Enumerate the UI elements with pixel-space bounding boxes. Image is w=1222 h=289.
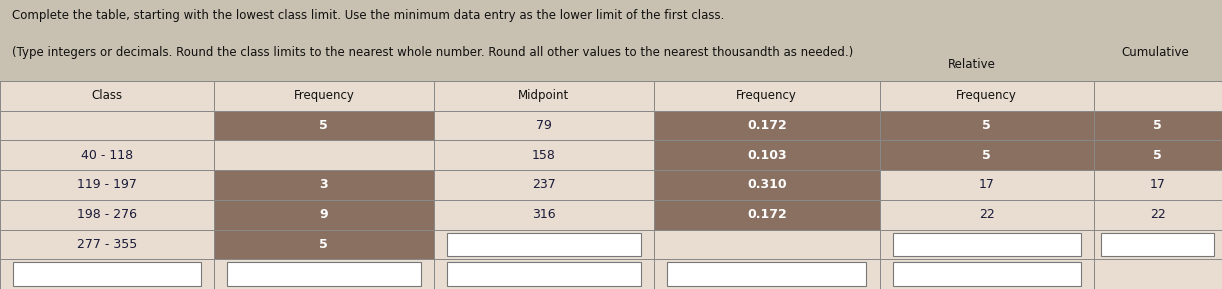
Text: 9: 9 bbox=[319, 208, 329, 221]
Text: 237: 237 bbox=[532, 179, 556, 191]
Text: 277 - 355: 277 - 355 bbox=[77, 238, 137, 251]
Bar bbox=[12, 262, 200, 286]
Bar bbox=[892, 233, 1080, 256]
Text: Frequency: Frequency bbox=[957, 89, 1017, 102]
Text: 5: 5 bbox=[982, 119, 991, 132]
Text: 316: 316 bbox=[532, 208, 556, 221]
Text: Frequency: Frequency bbox=[293, 89, 354, 102]
Text: Cumulative: Cumulative bbox=[1121, 46, 1189, 59]
Text: 17: 17 bbox=[1150, 179, 1166, 191]
Text: (Type integers or decimals. Round the class limits to the nearest whole number. : (Type integers or decimals. Round the cl… bbox=[12, 46, 853, 59]
Text: 5: 5 bbox=[1154, 119, 1162, 132]
Text: 79: 79 bbox=[536, 119, 551, 132]
Text: 0.172: 0.172 bbox=[747, 119, 787, 132]
Text: 5: 5 bbox=[1154, 149, 1162, 162]
Bar bbox=[1101, 233, 1215, 256]
Bar bbox=[667, 262, 866, 286]
Text: 0.172: 0.172 bbox=[747, 208, 787, 221]
Text: 40 - 118: 40 - 118 bbox=[81, 149, 133, 162]
Text: Frequency: Frequency bbox=[737, 89, 797, 102]
Text: 17: 17 bbox=[979, 179, 995, 191]
Text: 5: 5 bbox=[982, 149, 991, 162]
Bar bbox=[447, 233, 640, 256]
Text: 22: 22 bbox=[979, 208, 995, 221]
Text: Midpoint: Midpoint bbox=[518, 89, 569, 102]
Text: 198 - 276: 198 - 276 bbox=[77, 208, 137, 221]
Text: 5: 5 bbox=[319, 119, 329, 132]
Text: 0.103: 0.103 bbox=[747, 149, 787, 162]
Text: Complete the table, starting with the lowest class limit. Use the minimum data e: Complete the table, starting with the lo… bbox=[12, 9, 725, 22]
Bar bbox=[447, 262, 640, 286]
Text: Relative: Relative bbox=[947, 58, 996, 71]
Text: Class: Class bbox=[92, 89, 122, 102]
Bar bbox=[892, 262, 1080, 286]
Text: 0.310: 0.310 bbox=[747, 179, 787, 191]
Text: 158: 158 bbox=[532, 149, 556, 162]
Text: 3: 3 bbox=[319, 179, 329, 191]
Text: 5: 5 bbox=[319, 238, 329, 251]
Text: 119 - 197: 119 - 197 bbox=[77, 179, 137, 191]
Bar bbox=[227, 262, 420, 286]
Text: 22: 22 bbox=[1150, 208, 1166, 221]
